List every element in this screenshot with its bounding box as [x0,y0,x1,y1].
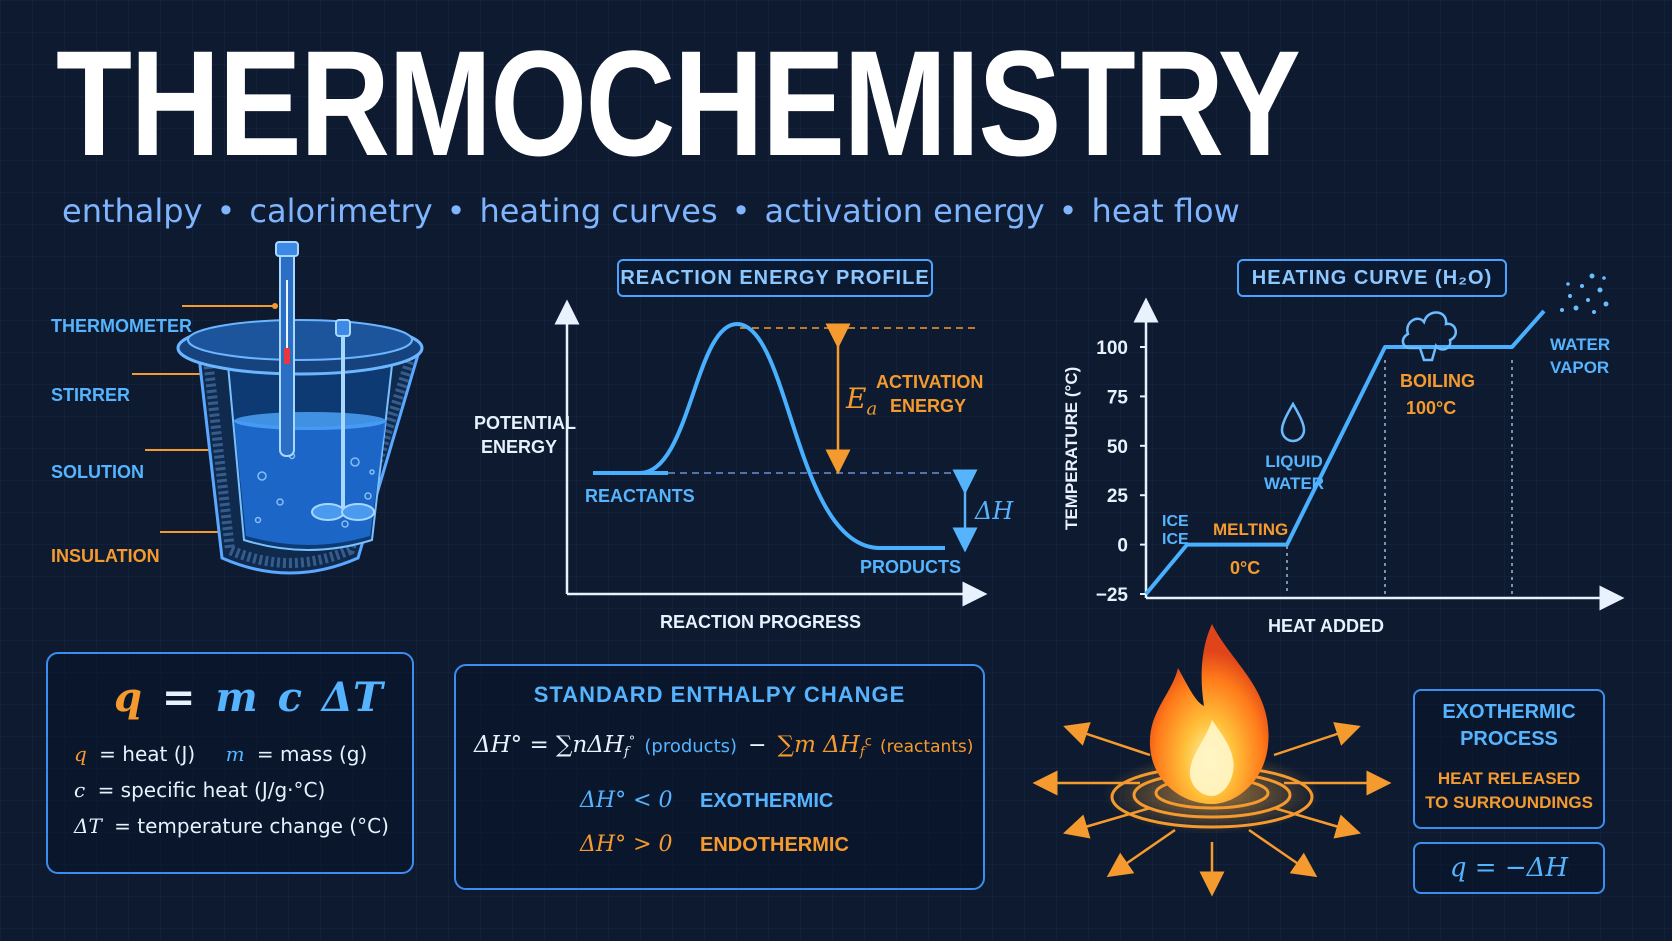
activation-energy-label: ACTIVATION ENERGY [876,370,984,418]
subtitle-topic: enthalpy [62,192,203,230]
subtitle-topic: calorimetry [249,192,433,230]
var-delta-t-def: = temperature change (°C) [114,814,389,838]
thermometer-label: THERMOMETER [51,316,192,336]
energy-curve [593,321,945,550]
boiling-label: BOILING [1400,371,1475,391]
standard-enthalpy-box: STANDARD ENTHALPY CHANGE ΔH° = ∑nΔHf° (p… [454,664,985,890]
activation-energy-line2: ENERGY [889,396,967,416]
heating-curve-line [1144,309,1546,596]
subtitle: enthalpy • calorimetry • heating curves • acti… [62,192,1240,230]
water-vapor-line2: VAPOR [1550,358,1610,377]
bullet-separator: • [731,192,751,230]
positive-delta-h: ΔH° > 0 [580,832,673,857]
stirrer-label: STIRRER [51,385,131,405]
solution-label: SOLUTION [51,462,144,482]
exothermic-label: EXOTHERMIC [700,790,834,812]
ice-label: ICE [1162,531,1189,548]
y-tick-label: −25 [1096,585,1129,606]
vapor-particles-icon [1560,273,1609,314]
water-drop-icon [1280,401,1306,443]
potential-energy-line1: POTENTIAL [474,413,576,433]
potential-energy-line2: ENERGY [480,437,558,457]
y-tick-label: 50 [1107,437,1128,458]
ea-letter: E [846,382,867,415]
products-label: PRODUCTS [860,557,962,577]
reaction-progress-label: REACTION PROGRESS [660,612,862,632]
specific-heat-formula-box: q = m c ΔT q = heat (J) m = mass (g) c =… [46,652,414,874]
insulation-layer [203,358,415,568]
y-tick-label: 25 [1107,486,1129,507]
reactants-label: REACTANTS [585,486,695,506]
var-m-def: = mass (g) [256,742,368,766]
enthalpy-box-title: STANDARD ENTHALPY CHANGE [533,682,906,707]
exothermic-title-line1: EXOTHERMIC [1442,701,1576,723]
heating-curve-title: HEATING CURVE (H₂O) [1237,259,1507,297]
bullet-separator: • [446,192,466,230]
radiating-heat-arrows [1032,722,1392,897]
potential-energy-label: POTENTIAL ENERGY [474,411,576,459]
var-c-def: = specific heat (J/g·°C) [97,778,326,802]
eq-lhs: ΔH° = ∑nΔH [474,732,624,758]
eq-sub-f2: f [859,745,865,761]
formula-row-1: q = heat (J) m = mass (g) [74,742,367,766]
delta-h-label: ΔH [975,497,1014,525]
var-c: c [74,778,86,802]
bullet-separator: • [216,192,236,230]
heat-added-label: HEAT ADDED [1268,616,1384,636]
formula-m: m [215,674,258,721]
y-tick-label: 100 [1096,338,1128,359]
melting-label: MELTING [1213,520,1289,539]
var-q-def: = heat (J) [99,742,196,766]
ea-subscript: a [866,398,878,420]
endothermic-label: ENDOTHERMIC [700,834,849,856]
hundred-celsius-label: 100°C [1406,398,1457,418]
q-equals-negative-delta-h: q = −ΔH [1413,842,1605,894]
energy-profile-chart [554,299,988,607]
water-vapor-line1: WATER [1550,335,1611,354]
eq-reactants: (reactants) [879,737,974,757]
formula-equals: = [161,674,196,721]
subtitle-topic: heat flow [1091,192,1240,230]
exothermic-process-box: EXOTHERMIC PROCESS HEAT RELEASED TO SURR… [1413,689,1605,829]
heat-released-line2: TO SURROUNDINGS [1425,793,1593,812]
eq-products: (products) [644,736,738,757]
calorimeter-illustration [132,241,424,575]
subtitle-topic: heating curves [479,192,718,230]
eq-sub-f: f [623,745,629,761]
steam-cloud-icon [1401,311,1458,362]
y-tick-label: 75 [1107,387,1129,408]
formula-c: c [277,674,302,721]
ea-symbol: Ea [846,382,877,420]
var-q: q [74,742,87,766]
enthalpy-equation: ΔH° = ∑nΔHf° (products) − ∑m ΔHfc (react… [474,732,974,761]
formula-delta-t: ΔT [321,674,383,721]
ice-label: ICE [1162,513,1189,530]
activation-energy-line1: ACTIVATION [876,372,984,392]
liquid-water-line2: WATER [1263,474,1325,493]
var-delta-t: ΔT [74,814,102,838]
var-m: m [225,742,245,766]
subtitle-topic: activation energy [764,192,1045,230]
exothermic-title-line2: PROCESS [1460,728,1558,750]
bullet-separator: • [1058,192,1078,230]
formula-q: q [114,674,142,721]
flame-icon [1149,624,1269,804]
formula-row-3: ΔT = temperature change (°C) [74,814,389,838]
eq-sum2: ∑m ΔH [777,732,860,758]
liquid-water-line1: LIQUID [1265,452,1323,471]
insulation-label: INSULATION [51,546,160,566]
negative-delta-h: ΔH° < 0 [580,788,673,813]
formula-row-2: c = specific heat (J/g·°C) [74,778,325,802]
eq-minus: − [748,733,767,758]
heat-released-line1: HEAT RELEASED [1437,769,1581,788]
zero-celsius-label: 0°C [1230,558,1261,578]
page-title: THERMOCHEMISTRY [56,19,1301,187]
y-tick-label: 0 [1117,536,1128,557]
main-formula: q = m c ΔT [114,674,383,721]
energy-profile-title: REACTION ENERGY PROFILE [617,259,933,297]
